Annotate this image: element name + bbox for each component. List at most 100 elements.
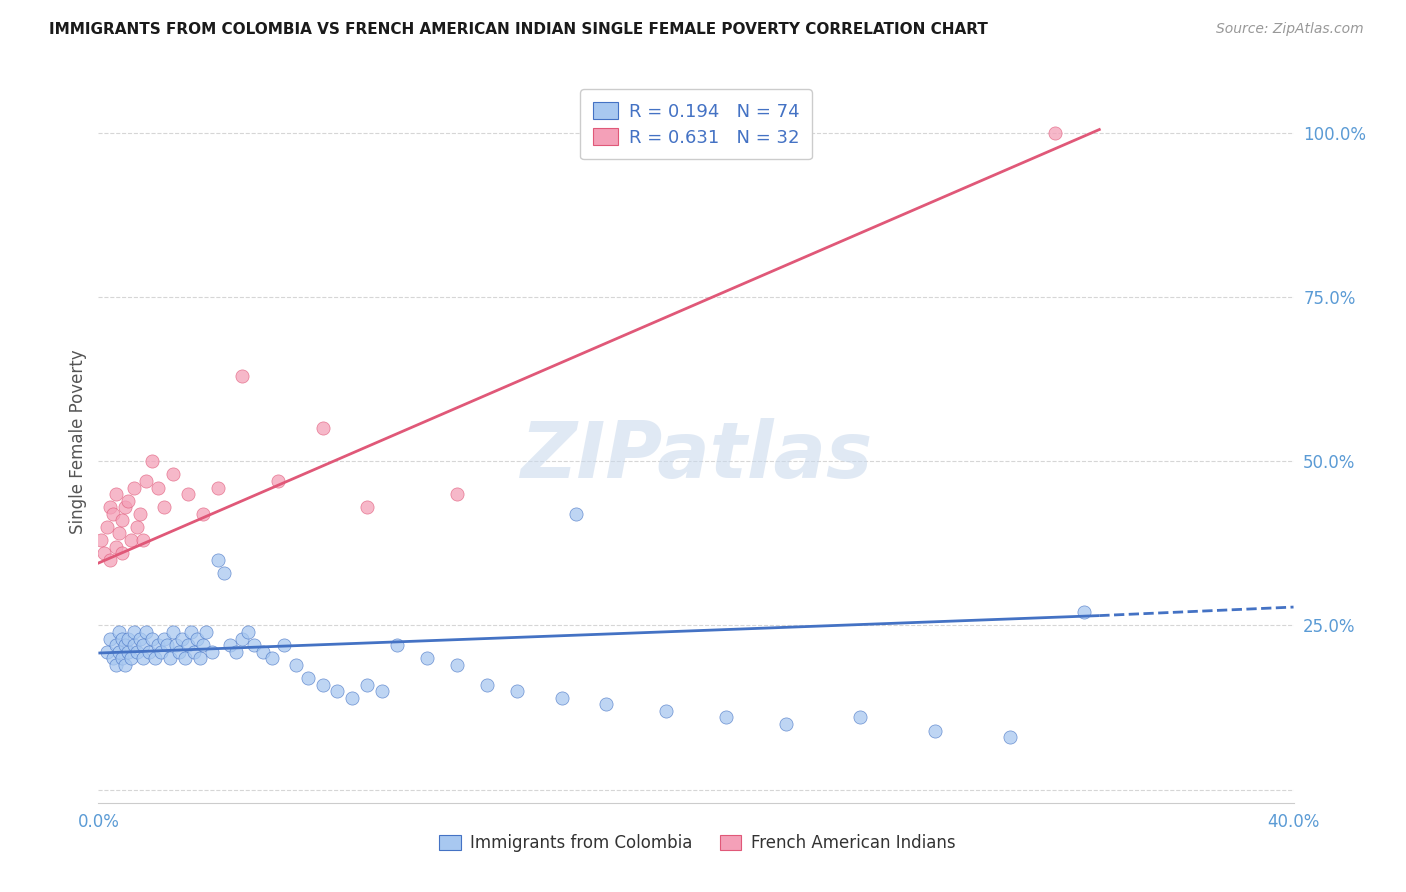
Point	[565, 507, 588, 521]
Point	[162, 625, 184, 640]
Point	[108, 526, 131, 541]
Point	[111, 513, 134, 527]
Point	[201, 645, 224, 659]
Point	[188, 651, 211, 665]
Text: Source: ZipAtlas.com: Source: ZipAtlas.com	[1216, 22, 1364, 37]
Point	[132, 638, 155, 652]
Point	[260, 651, 283, 665]
Point	[267, 474, 290, 488]
Text: French American Indians: French American Indians	[751, 833, 956, 852]
Point	[212, 566, 235, 580]
Point	[120, 651, 142, 665]
Point	[129, 507, 152, 521]
Point	[371, 684, 394, 698]
Bar	[720, 835, 741, 850]
Point	[120, 533, 142, 547]
Point	[148, 481, 170, 495]
Point	[356, 677, 378, 691]
Point	[167, 645, 190, 659]
Point	[311, 421, 333, 435]
Point	[159, 651, 181, 665]
Point	[117, 645, 139, 659]
Point	[111, 546, 134, 560]
Point	[243, 638, 266, 652]
Point	[475, 677, 498, 691]
Point	[273, 638, 295, 652]
Point	[446, 487, 468, 501]
Point	[124, 638, 146, 652]
Point	[98, 553, 122, 567]
Point	[90, 533, 112, 547]
Point	[132, 651, 155, 665]
Point	[141, 454, 163, 468]
Point	[655, 704, 678, 718]
Point	[117, 632, 139, 646]
Point	[186, 632, 208, 646]
Point	[141, 632, 163, 646]
Point	[172, 632, 194, 646]
Point	[135, 625, 157, 640]
Point	[132, 533, 155, 547]
Point	[924, 723, 946, 738]
Point	[177, 638, 200, 652]
Point	[165, 638, 187, 652]
Point	[98, 632, 122, 646]
Point	[162, 467, 184, 482]
Point	[506, 684, 529, 698]
Point	[342, 690, 364, 705]
Point	[127, 645, 149, 659]
Point	[96, 520, 118, 534]
Point	[129, 632, 152, 646]
Point	[105, 638, 128, 652]
Point	[297, 671, 319, 685]
Point	[135, 474, 157, 488]
Point	[236, 625, 259, 640]
Point	[998, 730, 1021, 744]
Point	[180, 625, 202, 640]
Point	[96, 645, 118, 659]
Point	[114, 500, 136, 515]
Point	[195, 625, 218, 640]
Bar	[439, 835, 461, 850]
Point	[124, 481, 146, 495]
Point	[108, 625, 131, 640]
Text: ZIPatlas: ZIPatlas	[520, 418, 872, 494]
Point	[105, 657, 128, 672]
Point	[174, 651, 197, 665]
Text: IMMIGRANTS FROM COLOMBIA VS FRENCH AMERICAN INDIAN SINGLE FEMALE POVERTY CORRELA: IMMIGRANTS FROM COLOMBIA VS FRENCH AMERI…	[49, 22, 988, 37]
Point	[138, 645, 160, 659]
Point	[156, 638, 179, 652]
Point	[153, 500, 176, 515]
Point	[191, 507, 214, 521]
Point	[150, 645, 173, 659]
Point	[103, 507, 125, 521]
Point	[153, 632, 176, 646]
Point	[117, 493, 139, 508]
Point	[311, 677, 333, 691]
Y-axis label: Single Female Poverty: Single Female Poverty	[69, 350, 87, 533]
Point	[416, 651, 439, 665]
Point	[111, 632, 134, 646]
Point	[124, 625, 146, 640]
Point	[1073, 605, 1095, 619]
Point	[775, 717, 797, 731]
Point	[326, 684, 349, 698]
Point	[111, 651, 134, 665]
Text: Immigrants from Colombia: Immigrants from Colombia	[470, 833, 693, 852]
Legend: R = 0.194   N = 74, R = 0.631   N = 32: R = 0.194 N = 74, R = 0.631 N = 32	[579, 89, 813, 160]
Point	[252, 645, 274, 659]
Point	[108, 645, 131, 659]
Point	[231, 632, 253, 646]
Point	[177, 487, 200, 501]
Point	[207, 553, 229, 567]
Point	[225, 645, 247, 659]
Point	[207, 481, 229, 495]
Point	[231, 368, 253, 383]
Point	[356, 500, 378, 515]
Point	[143, 651, 166, 665]
Point	[105, 540, 128, 554]
Point	[219, 638, 242, 652]
Point	[595, 698, 617, 712]
Point	[284, 657, 307, 672]
Point	[446, 657, 468, 672]
